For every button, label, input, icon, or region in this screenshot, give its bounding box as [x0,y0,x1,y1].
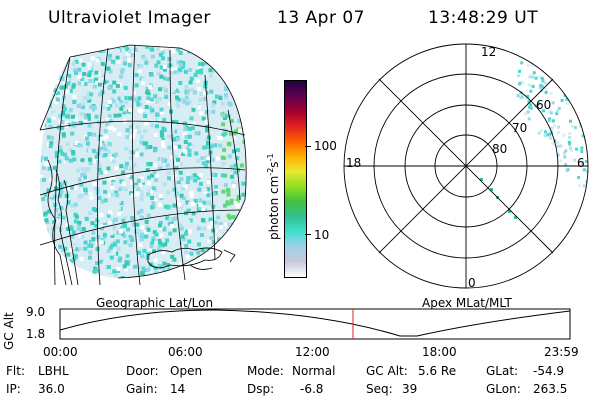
mlt-label-6: 6 [577,156,585,170]
gain-key: Gain: [126,382,158,396]
filter-value: LBHL [38,364,69,378]
gcalt-value: 5.6 Re [418,364,457,378]
map-label-geographic: Geographic Lat/Lon [96,296,214,310]
gain-value: 14 [170,382,186,396]
ip-value: 36.0 [38,382,65,396]
x-tick-1800: 18:00 [422,345,457,359]
aurora-emission [40,45,247,278]
date-label: 13 Apr 07 [277,8,365,28]
ip-key: IP: [6,382,21,396]
colorbar [284,80,307,278]
y-tick-1-8: 1.8 [26,327,46,341]
glon-key: GLon: [486,382,521,396]
door-key: Door: [126,364,159,378]
mlat-label-70: 70 [512,121,528,135]
x-tick-2359: 23:59 [544,345,579,359]
mode-key: Mode: [247,364,284,378]
dsp-key: Dsp: [247,382,275,396]
colorbar-label-100: 100 [314,139,337,153]
mlat-label-80: 80 [492,142,508,156]
colorbar-tick-100 [305,146,311,147]
dsp-value: -6.8 [300,382,324,396]
colorbar-gradient [285,81,306,277]
polar-aurora-region [480,60,588,219]
map-label-apex: Apex MLat/MLT [422,296,512,310]
lat-lon-grid [39,44,246,286]
app-title: Ultraviolet Imager [48,8,211,28]
mlt-label-12: 12 [481,45,497,59]
polar-grid [343,43,589,289]
seq-key: Seq: [366,382,393,396]
x-tick-0600: 06:00 [168,345,203,359]
mlt-label-0: 0 [468,276,476,290]
seq-value: 39 [402,382,418,396]
colorbar-tick-10 [305,234,311,235]
x-tick-0000: 00:00 [43,345,78,359]
gcalt-key: GC Alt: [366,364,408,378]
time-label: 13:48:29 UT [428,8,539,28]
coastline [47,159,236,286]
colorbar-label-10: 10 [314,228,330,242]
glat-value: -54.9 [533,364,565,378]
mlat-label-60: 60 [536,98,552,112]
filter-key: Flt: [6,364,25,378]
y-tick-9: 9.0 [26,305,46,319]
x-tick-1200: 12:00 [295,345,330,359]
glon-value: 263.5 [533,382,568,396]
timeline-axis-label: GC Alt [2,312,16,350]
mode-value: Normal [292,364,336,378]
door-value: Open [170,364,203,378]
glat-key: GLat: [486,364,519,378]
mlt-label-18: 18 [346,156,362,170]
altitude-curve [59,309,571,337]
colorbar-unit-label: photon cm-2s-1 [266,153,281,240]
